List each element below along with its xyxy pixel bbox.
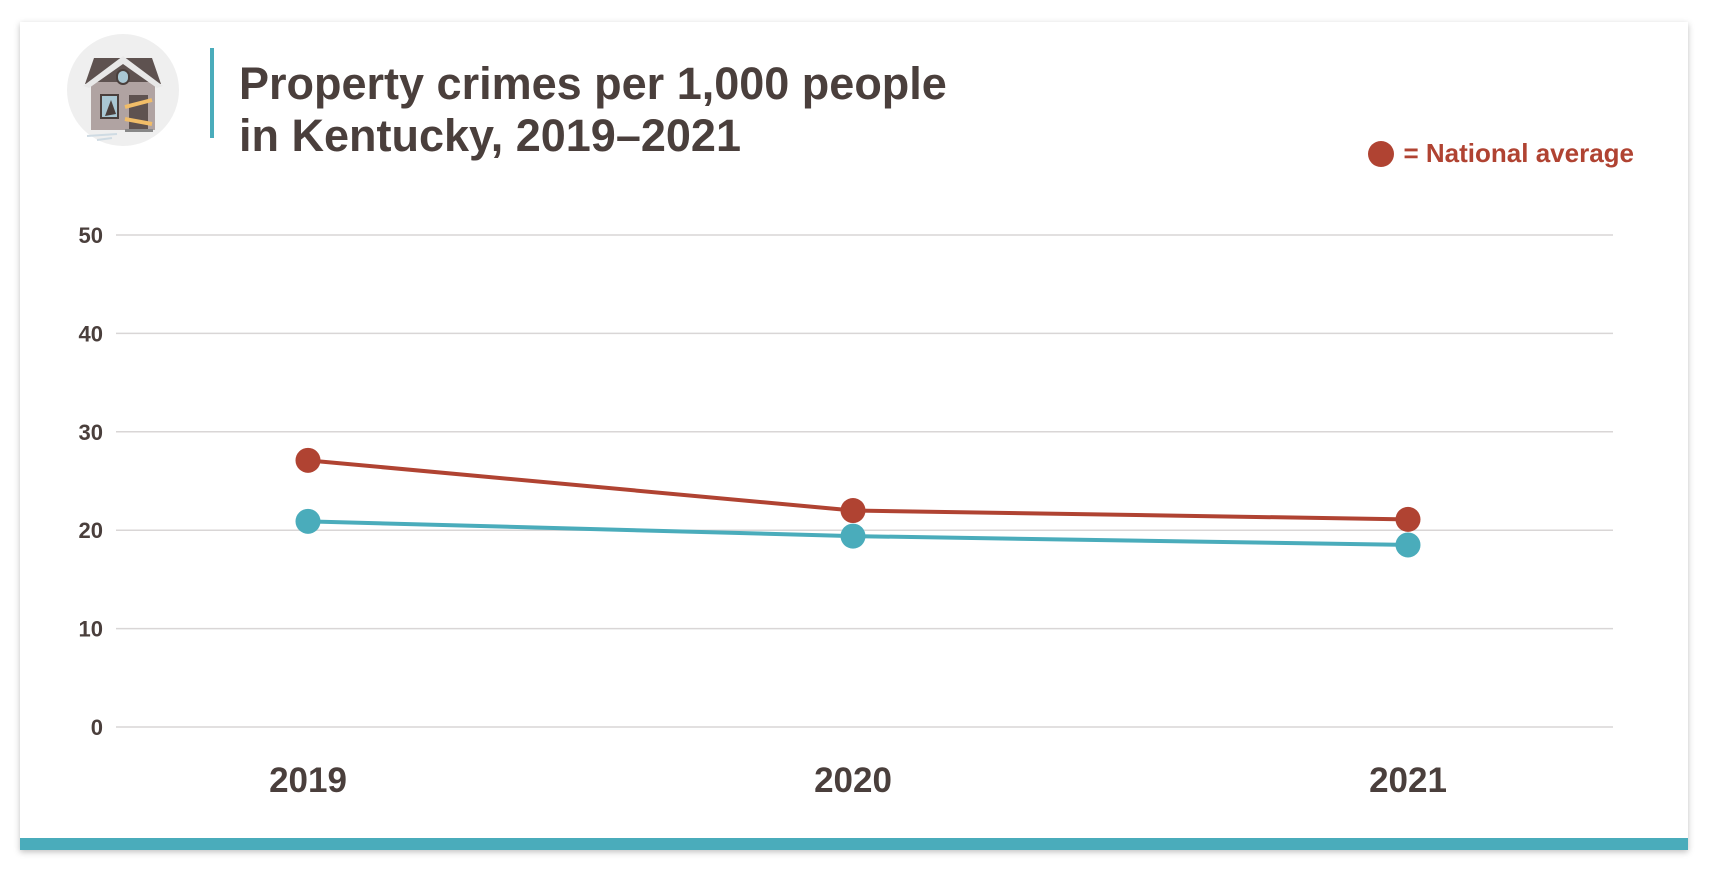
y-tick-label: 20	[79, 518, 103, 543]
x-tick-label: 2020	[814, 761, 892, 800]
data-point	[1395, 506, 1421, 532]
title-line-1: Property crimes per 1,000 people	[239, 58, 947, 109]
data-point	[295, 508, 321, 534]
y-tick-label: 10	[79, 617, 103, 642]
accent-bar	[20, 838, 1688, 850]
data-point	[295, 447, 321, 473]
y-tick-label: 0	[91, 715, 103, 740]
legend-label: = National average	[1403, 138, 1635, 168]
title-line-2: in Kentucky, 2019–2021	[239, 110, 741, 161]
y-tick-label: 40	[79, 321, 103, 346]
data-point	[1395, 532, 1421, 558]
data-point	[840, 523, 866, 549]
chart-card	[20, 22, 1688, 850]
chart-title: Property crimes per 1,000 people in Kent…	[239, 58, 947, 162]
boarded-house-icon	[67, 34, 179, 146]
y-tick-label: 50	[79, 223, 103, 248]
data-point	[840, 498, 866, 524]
x-tick-label: 2021	[1369, 761, 1447, 800]
legend: = National average	[1367, 138, 1635, 169]
x-tick-label: 2019	[269, 761, 347, 800]
legend-marker-national	[1367, 140, 1394, 167]
title-accent-rule	[210, 48, 214, 138]
y-tick-label: 30	[79, 420, 103, 445]
